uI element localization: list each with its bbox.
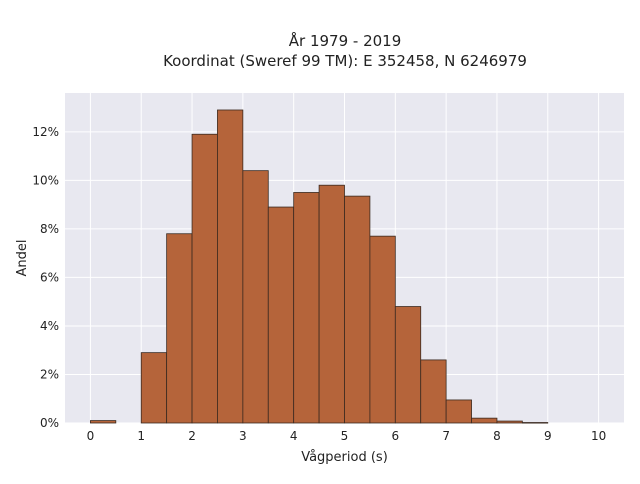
histogram-bar [293,192,320,424]
x-tick-label: 4 [290,429,298,443]
y-tick-label: 12% [32,125,59,139]
chart-subtitle: Koordinat (Sweref 99 TM): E 352458, N 62… [163,52,527,70]
y-tick-label: 8% [40,222,59,236]
histogram-bar [166,233,193,424]
x-tick-label: 1 [137,429,145,443]
histogram-bar [521,422,549,424]
histogram-bar [445,399,472,424]
x-tick-label: 5 [341,429,349,443]
histogram-bar [318,184,345,424]
histogram-bar [191,133,218,424]
x-tick-label: 0 [87,429,95,443]
x-tick-label: 8 [493,429,501,443]
chart-title: År 1979 - 2019 [289,31,402,50]
x-tick-label: 6 [391,429,399,443]
histogram-bar [420,359,447,424]
y-tick-label: 4% [40,319,59,333]
y-tick-label: 2% [40,367,59,381]
y-axis-label: Andel [15,240,30,277]
y-tick-label: 0% [40,416,59,430]
histogram-bar [90,420,117,424]
histogram-bar [471,417,498,424]
y-tick-label: 6% [40,270,59,284]
histogram-bar [242,170,269,424]
histogram-bar [394,306,422,424]
x-tick-label: 3 [239,429,247,443]
histogram-bar [344,195,371,424]
x-axis-label: Vågperiod (s) [301,450,388,465]
bar-series [90,109,549,424]
histogram-bar [217,109,244,424]
y-tick-label: 10% [32,173,59,187]
x-tick-label: 9 [544,429,552,443]
x-axis-ticks: 0 1 2 3 4 5 6 7 8 9 10 [87,429,607,443]
x-tick-label: 2 [188,429,196,443]
x-tick-label: 10 [591,429,606,443]
histogram-bar [496,420,523,424]
histogram-bar [140,352,168,424]
y-axis-ticks: 0% 2% 4% 6% 8% 10% 12% [32,125,59,430]
histogram-bar [267,206,295,424]
histogram-bar [369,235,396,424]
x-tick-label: 7 [442,429,450,443]
